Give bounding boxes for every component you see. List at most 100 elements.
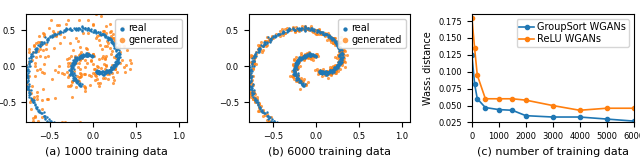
real	[26, 57, 36, 59]
real	[336, 61, 346, 64]
generated	[288, 26, 298, 28]
generated	[292, 67, 302, 70]
generated	[276, 123, 287, 126]
generated	[245, 74, 255, 76]
generated	[79, 86, 90, 88]
real	[90, 29, 100, 32]
generated	[339, 48, 349, 51]
real	[71, 133, 81, 136]
generated	[287, 75, 298, 77]
real	[48, 35, 58, 37]
real	[39, 114, 49, 117]
generated	[105, 31, 115, 33]
real	[256, 44, 266, 46]
real	[54, 32, 65, 34]
real	[75, 55, 85, 58]
real	[249, 57, 259, 59]
real	[113, 61, 123, 64]
real	[302, 54, 312, 56]
real	[298, 57, 308, 60]
real	[20, 63, 31, 66]
generated	[258, 111, 268, 113]
generated	[254, 46, 264, 49]
real	[47, 34, 57, 36]
real	[329, 66, 339, 68]
GroupSort WGANs	[509, 109, 516, 111]
generated	[322, 38, 332, 41]
real	[299, 136, 309, 138]
generated	[262, 44, 272, 47]
real	[32, 48, 42, 50]
real	[247, 63, 257, 66]
real	[91, 70, 101, 73]
generated	[58, 121, 68, 124]
real	[258, 44, 268, 47]
generated	[336, 51, 346, 53]
real	[108, 66, 118, 69]
generated	[74, 58, 84, 60]
real	[113, 58, 124, 60]
real	[293, 28, 303, 31]
real	[292, 78, 303, 80]
real	[271, 123, 282, 125]
real	[332, 45, 342, 48]
generated	[27, 59, 37, 61]
generated	[318, 72, 328, 75]
generated	[294, 81, 305, 83]
real	[289, 66, 300, 69]
generated	[292, 77, 302, 80]
generated	[324, 69, 335, 72]
real	[81, 52, 91, 54]
real	[289, 69, 299, 72]
generated	[86, 74, 96, 77]
real	[273, 122, 283, 125]
real	[291, 66, 301, 68]
real	[317, 70, 328, 73]
generated	[65, 41, 76, 44]
generated	[73, 79, 83, 81]
real	[259, 111, 269, 113]
generated	[118, 45, 129, 47]
generated	[38, 122, 49, 125]
real	[94, 72, 104, 75]
real	[74, 26, 84, 29]
generated	[282, 26, 292, 29]
real	[94, 71, 104, 73]
generated	[294, 61, 305, 64]
real	[88, 55, 99, 58]
real	[251, 101, 261, 104]
real	[317, 70, 327, 73]
real	[336, 60, 346, 63]
generated	[244, 73, 255, 76]
generated	[70, 85, 81, 88]
generated	[332, 56, 342, 59]
real	[308, 28, 319, 31]
real	[22, 70, 32, 72]
generated	[337, 54, 347, 56]
generated	[337, 49, 347, 52]
real	[246, 85, 257, 88]
generated	[319, 33, 330, 36]
real	[21, 72, 31, 75]
real	[45, 120, 56, 123]
real	[265, 116, 275, 119]
real	[330, 41, 340, 44]
real	[70, 27, 81, 30]
real	[260, 41, 271, 43]
generated	[296, 77, 306, 80]
real	[104, 37, 114, 39]
real	[272, 122, 282, 125]
real	[289, 67, 300, 70]
real	[330, 67, 340, 70]
real	[75, 56, 85, 58]
real	[114, 52, 124, 55]
real	[321, 33, 332, 35]
generated	[22, 75, 33, 78]
generated	[266, 115, 276, 118]
generated	[244, 82, 254, 85]
generated	[332, 64, 342, 67]
real	[101, 69, 111, 72]
generated	[57, 128, 67, 130]
real	[109, 60, 120, 63]
real	[293, 61, 303, 64]
